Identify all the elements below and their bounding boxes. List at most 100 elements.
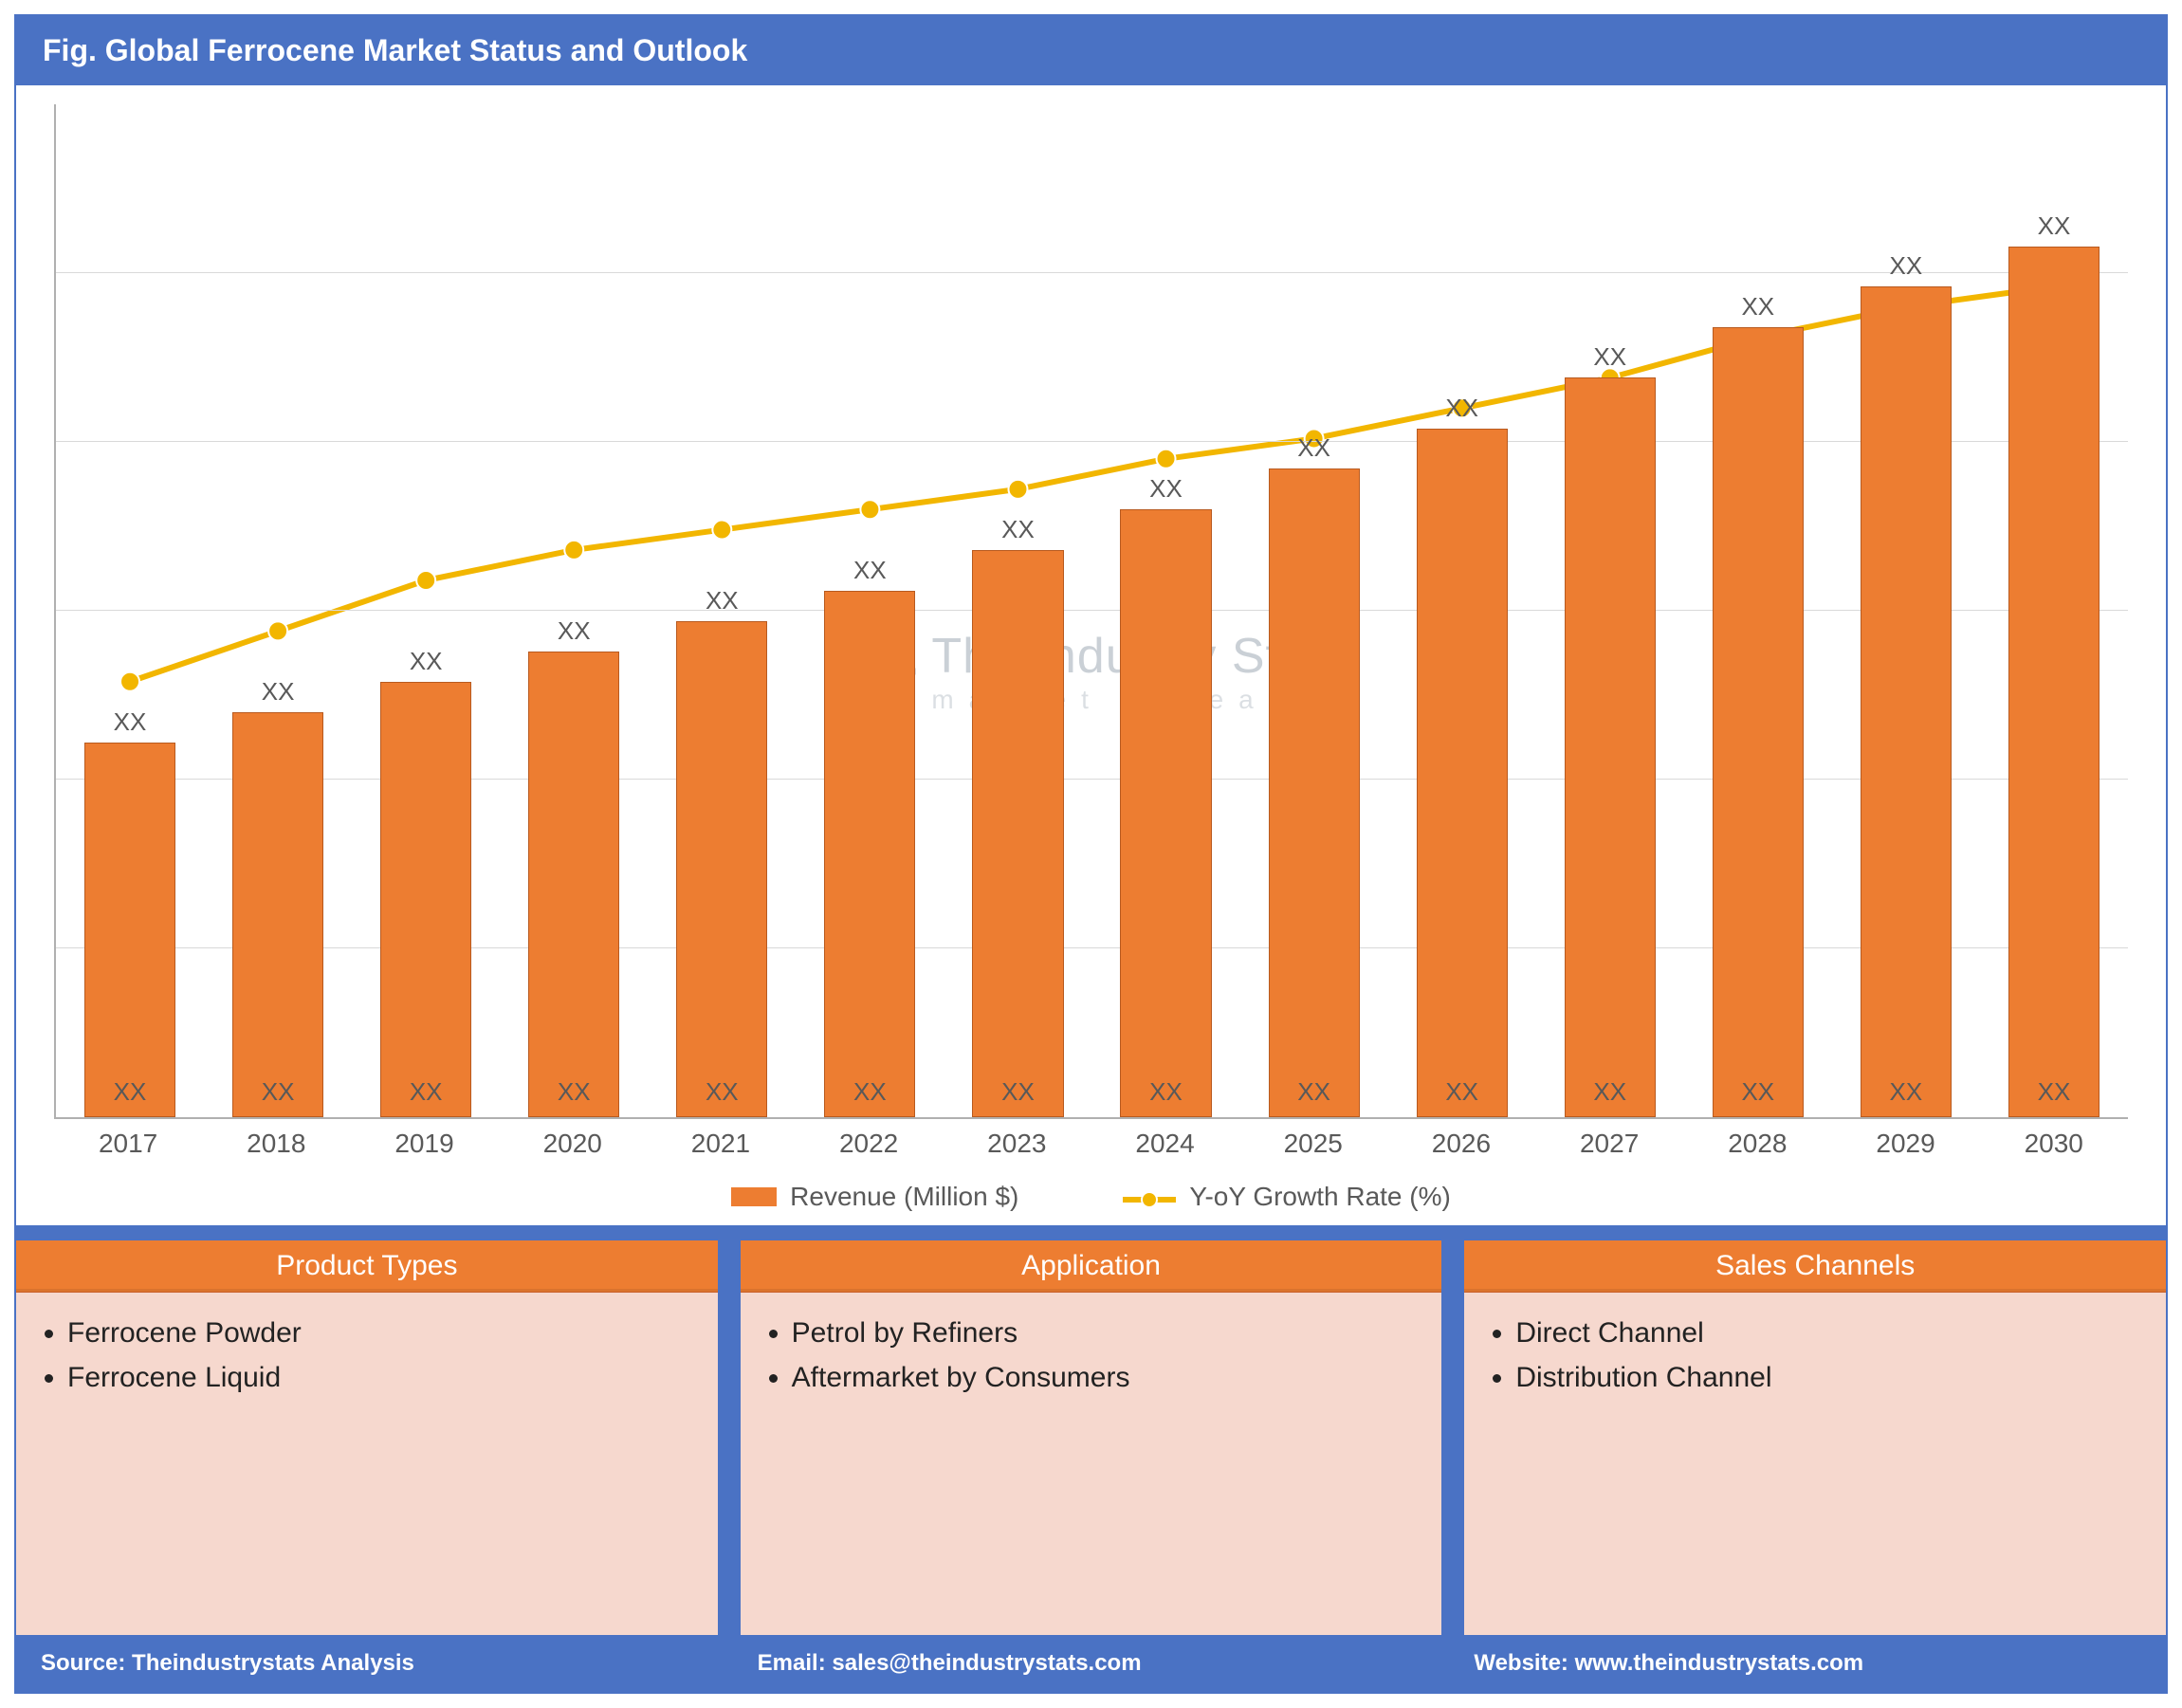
x-tick: 2024 — [1091, 1129, 1238, 1159]
panel-header: Sales Channels — [1464, 1240, 2166, 1293]
bar-top-label: XX — [262, 677, 295, 707]
gridline — [56, 272, 2128, 273]
panel-body: Ferrocene PowderFerrocene Liquid — [16, 1293, 718, 1419]
bar-2017: XXXX — [84, 707, 175, 1117]
bar-top-label: XX — [1593, 342, 1626, 372]
plot-region: The Industry Stats market research XXXXX… — [54, 104, 2128, 1119]
bar-top-label: XX — [410, 647, 443, 676]
bar-top-label: XX — [1890, 251, 1923, 281]
revenue-bar: XX — [232, 712, 323, 1117]
bar-2029: XX XX — [1861, 251, 1952, 1117]
bar-2030: XX XX — [2008, 211, 2099, 1117]
x-axis-ticks: 2017201820192020202120222023202420252026… — [54, 1129, 2128, 1159]
panel-header: Application — [741, 1240, 1442, 1293]
legend-line-swatch — [1123, 1186, 1176, 1207]
panel-sales-channels: Sales ChannelsDirect ChannelDistribution… — [1464, 1237, 2166, 1635]
bar-2021: XX XX — [676, 586, 767, 1117]
figure-title: Fig. Global Ferrocene Market Status and … — [16, 16, 2166, 85]
revenue-bar: XX — [528, 652, 619, 1117]
bar-inner-label: XX — [1890, 1077, 1923, 1107]
x-tick: 2030 — [1980, 1129, 2128, 1159]
bar-inner-label: XX — [558, 1077, 591, 1107]
revenue-bar: XX — [1120, 509, 1211, 1117]
legend-revenue: Revenue (Million $) — [731, 1182, 1018, 1212]
panel-body: Direct ChannelDistribution Channel — [1464, 1293, 2166, 1419]
x-tick: 2023 — [943, 1129, 1091, 1159]
bar-inner-label: XX — [2038, 1077, 2071, 1107]
bar-2020: XX XX — [528, 616, 619, 1117]
report-figure: Fig. Global Ferrocene Market Status and … — [14, 14, 2168, 1694]
panel-item: Ferrocene Liquid — [67, 1356, 689, 1401]
x-tick: 2020 — [499, 1129, 647, 1159]
revenue-bar: XX — [676, 621, 767, 1117]
bar-top-label: XX — [706, 586, 739, 615]
bar-inner-label: XX — [1741, 1077, 1774, 1107]
x-tick: 2029 — [1831, 1129, 1979, 1159]
bar-inner-label: XX — [410, 1077, 443, 1107]
bar-top-label: XX — [1741, 292, 1774, 321]
x-tick: 2018 — [202, 1129, 350, 1159]
panel-item: Aftermarket by Consumers — [792, 1356, 1414, 1401]
gridline — [56, 610, 2128, 611]
category-panels: Product TypesFerrocene PowderFerrocene L… — [16, 1237, 2166, 1635]
revenue-bar: XX — [824, 591, 915, 1117]
bar-2026: XX XX — [1417, 394, 1508, 1117]
bar-2024: XX XX — [1120, 474, 1211, 1117]
bar-top-label: XX — [1149, 474, 1183, 504]
legend-growth: Y-oY Growth Rate (%) — [1123, 1182, 1450, 1212]
revenue-bar: XX — [380, 682, 471, 1117]
footer-website: Website: www.theindustrystats.com — [1449, 1635, 2166, 1692]
legend-bar-swatch — [731, 1187, 777, 1206]
bar-2018: XX XX — [232, 677, 323, 1117]
bar-inner-label: XX — [114, 1077, 147, 1107]
bar-2019: XX XX — [380, 647, 471, 1117]
panel-item: Direct Channel — [1515, 1312, 2137, 1356]
bar-inner-label: XX — [1593, 1077, 1626, 1107]
bar-top-label: XX — [1297, 433, 1330, 463]
legend-line-label: Y-oY Growth Rate (%) — [1189, 1182, 1450, 1212]
bar-inner-label: XX — [262, 1077, 295, 1107]
bar-inner-label: XX — [1001, 1077, 1035, 1107]
bar-inner-label: XX — [706, 1077, 739, 1107]
footer-source: Source: Theindustrystats Analysis — [16, 1635, 733, 1692]
x-tick: 2025 — [1239, 1129, 1387, 1159]
bar-inner-label: XX — [1445, 1077, 1478, 1107]
revenue-bar: XX — [1713, 327, 1804, 1117]
x-tick: 2017 — [54, 1129, 202, 1159]
panel-item: Ferrocene Powder — [67, 1312, 689, 1356]
growth-line — [56, 104, 2128, 1117]
bar-2025: XX XX — [1269, 433, 1360, 1117]
bar-2022: XXXX — [824, 556, 915, 1117]
panel-body: Petrol by RefinersAftermarket by Consume… — [741, 1293, 1442, 1419]
panel-header: Product Types — [16, 1240, 718, 1293]
x-tick: 2028 — [1683, 1129, 1831, 1159]
bar-top-label: XX — [1001, 515, 1035, 544]
panel-item: Distribution Channel — [1515, 1356, 2137, 1401]
footer-email: Email: sales@theindustrystats.com — [733, 1635, 1450, 1692]
x-tick: 2021 — [647, 1129, 795, 1159]
bar-top-label: XX — [1445, 394, 1478, 423]
revenue-bar: XX — [84, 743, 175, 1117]
x-tick: 2022 — [795, 1129, 943, 1159]
x-tick: 2027 — [1535, 1129, 1683, 1159]
gridline — [56, 779, 2128, 780]
gridline — [56, 947, 2128, 948]
chart-legend: Revenue (Million $) Y-oY Growth Rate (%) — [54, 1182, 2128, 1212]
figure-footer: Source: Theindustrystats Analysis Email:… — [16, 1635, 2166, 1692]
chart-area: The Industry Stats market research XXXXX… — [16, 85, 2166, 1237]
revenue-bar: XX — [1565, 377, 1656, 1117]
panel-application: ApplicationPetrol by RefinersAftermarket… — [741, 1237, 1442, 1635]
x-tick: 2019 — [350, 1129, 498, 1159]
bar-top-label: XX — [558, 616, 591, 646]
x-tick: 2026 — [1387, 1129, 1535, 1159]
bar-2028: XX XX — [1713, 292, 1804, 1117]
bar-top-label: XX — [2038, 211, 2071, 241]
revenue-bar: XX — [2008, 247, 2099, 1117]
revenue-bar: XX — [1861, 286, 1952, 1117]
revenue-bar: XX — [1417, 429, 1508, 1117]
bar-inner-label: XX — [1297, 1077, 1330, 1107]
panel-product-types: Product TypesFerrocene PowderFerrocene L… — [16, 1237, 718, 1635]
panel-item: Petrol by Refiners — [792, 1312, 1414, 1356]
bar-inner-label: XX — [853, 1077, 887, 1107]
legend-bar-label: Revenue (Million $) — [790, 1182, 1018, 1212]
